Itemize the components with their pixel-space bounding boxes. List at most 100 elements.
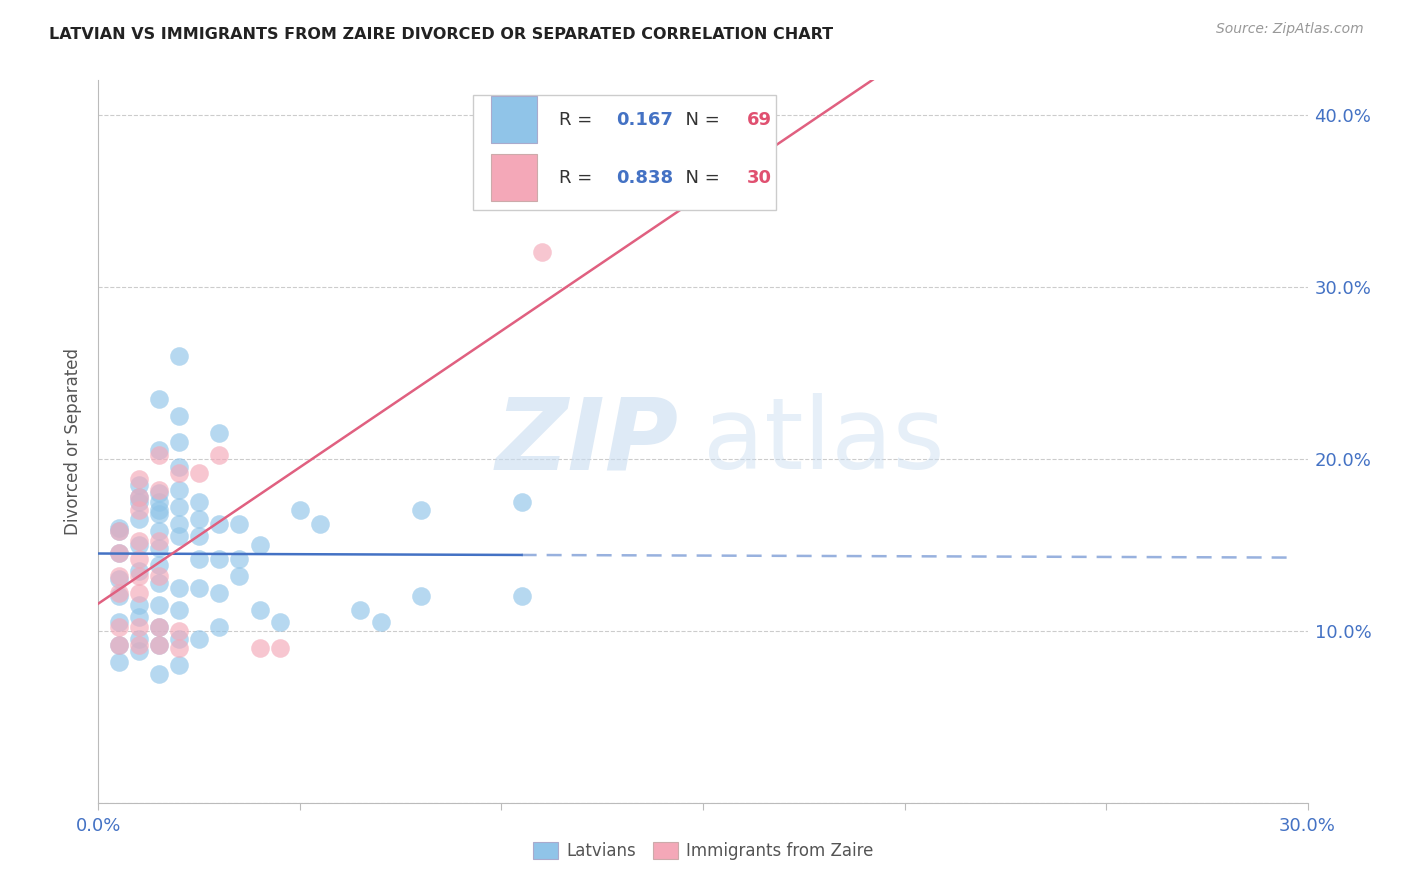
Point bbox=[128, 512, 150, 526]
Point bbox=[510, 590, 533, 604]
Point bbox=[128, 477, 150, 491]
Point bbox=[128, 564, 150, 578]
Point bbox=[148, 620, 170, 634]
Point bbox=[167, 460, 190, 475]
Point bbox=[409, 590, 432, 604]
Point bbox=[107, 568, 129, 582]
Text: ZIP: ZIP bbox=[496, 393, 679, 490]
Point bbox=[228, 568, 250, 582]
Text: N =: N = bbox=[673, 169, 725, 186]
Point bbox=[107, 524, 129, 538]
Text: R =: R = bbox=[560, 111, 598, 128]
Point bbox=[409, 503, 432, 517]
Point bbox=[167, 434, 190, 449]
Point bbox=[128, 494, 150, 508]
Point bbox=[128, 490, 150, 504]
Point bbox=[107, 546, 129, 560]
Text: Source: ZipAtlas.com: Source: ZipAtlas.com bbox=[1216, 22, 1364, 37]
Point bbox=[188, 551, 211, 566]
Point bbox=[692, 159, 714, 173]
Point bbox=[107, 524, 129, 538]
Point bbox=[128, 644, 150, 658]
Point bbox=[188, 466, 211, 480]
Point bbox=[167, 517, 190, 532]
Point bbox=[188, 512, 211, 526]
Point bbox=[309, 517, 332, 532]
Point bbox=[249, 538, 271, 552]
Point bbox=[167, 500, 190, 514]
FancyBboxPatch shape bbox=[492, 96, 537, 143]
Point bbox=[148, 534, 170, 549]
Point bbox=[148, 638, 170, 652]
Point bbox=[167, 603, 190, 617]
Point bbox=[148, 524, 170, 538]
Point bbox=[288, 503, 311, 517]
Point bbox=[148, 568, 170, 582]
FancyBboxPatch shape bbox=[474, 95, 776, 211]
Point bbox=[249, 640, 271, 655]
Point bbox=[128, 598, 150, 612]
Point bbox=[128, 568, 150, 582]
Point bbox=[208, 586, 231, 600]
Legend: Latvians, Immigrants from Zaire: Latvians, Immigrants from Zaire bbox=[526, 835, 880, 867]
Point bbox=[148, 448, 170, 462]
Point bbox=[208, 620, 231, 634]
Point bbox=[107, 638, 129, 652]
Point bbox=[228, 517, 250, 532]
Point bbox=[188, 529, 211, 543]
Point bbox=[107, 520, 129, 534]
Point bbox=[148, 503, 170, 517]
Point bbox=[188, 581, 211, 595]
Point bbox=[107, 572, 129, 586]
Point bbox=[128, 534, 150, 549]
FancyBboxPatch shape bbox=[492, 153, 537, 201]
Point bbox=[107, 590, 129, 604]
Point bbox=[148, 483, 170, 497]
Point bbox=[167, 581, 190, 595]
Point bbox=[128, 632, 150, 647]
Point bbox=[148, 620, 170, 634]
Point bbox=[167, 466, 190, 480]
Point bbox=[148, 558, 170, 573]
Text: 0.167: 0.167 bbox=[616, 111, 673, 128]
Text: R =: R = bbox=[560, 169, 598, 186]
Point bbox=[128, 538, 150, 552]
Point bbox=[188, 494, 211, 508]
Text: atlas: atlas bbox=[703, 393, 945, 490]
Y-axis label: Divorced or Separated: Divorced or Separated bbox=[65, 348, 83, 535]
Point bbox=[208, 448, 231, 462]
Point bbox=[208, 551, 231, 566]
Point bbox=[148, 507, 170, 521]
Point bbox=[167, 658, 190, 673]
Point bbox=[208, 425, 231, 440]
Text: N =: N = bbox=[673, 111, 725, 128]
Point bbox=[208, 517, 231, 532]
Point bbox=[128, 610, 150, 624]
Point bbox=[128, 472, 150, 486]
Point bbox=[269, 640, 291, 655]
Point bbox=[249, 603, 271, 617]
Point bbox=[107, 620, 129, 634]
Text: 0.838: 0.838 bbox=[616, 169, 673, 186]
Point bbox=[167, 529, 190, 543]
Point bbox=[188, 632, 211, 647]
Point bbox=[167, 409, 190, 423]
Point bbox=[107, 586, 129, 600]
Point bbox=[128, 551, 150, 566]
Point bbox=[269, 615, 291, 630]
Point bbox=[107, 546, 129, 560]
Point bbox=[167, 349, 190, 363]
Point bbox=[128, 620, 150, 634]
Point bbox=[148, 666, 170, 681]
Point bbox=[148, 638, 170, 652]
Text: 69: 69 bbox=[747, 111, 772, 128]
Point bbox=[148, 598, 170, 612]
Point bbox=[167, 640, 190, 655]
Point bbox=[167, 624, 190, 638]
Point bbox=[107, 655, 129, 669]
Point bbox=[167, 483, 190, 497]
Point bbox=[167, 632, 190, 647]
Point bbox=[128, 490, 150, 504]
Point bbox=[148, 392, 170, 406]
Point bbox=[148, 575, 170, 590]
